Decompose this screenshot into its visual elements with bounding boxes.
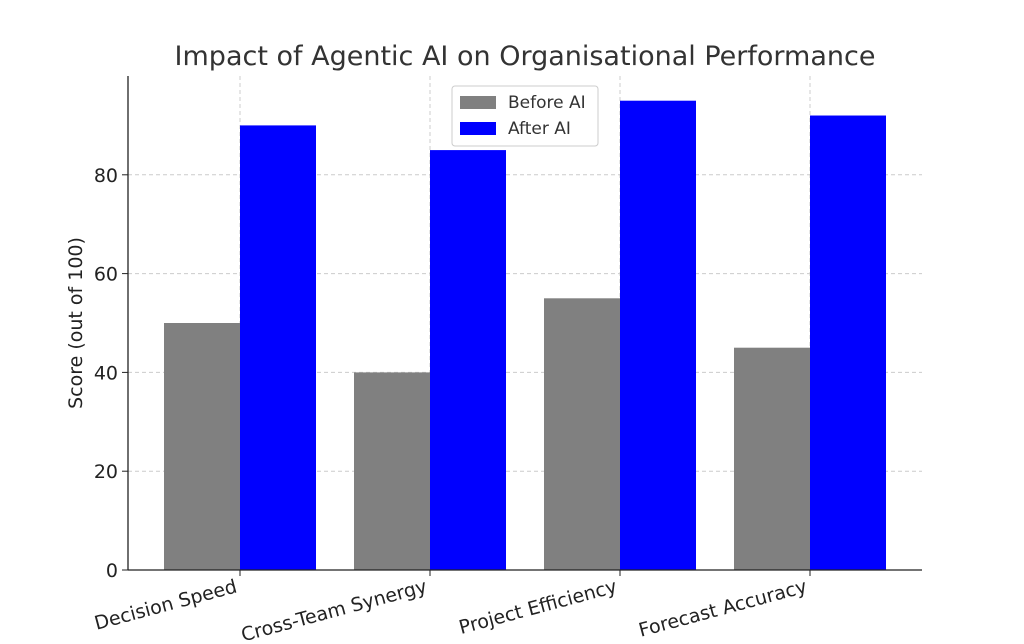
bar-before-ai-0 [164,323,240,570]
y-tick-label: 0 [106,560,118,582]
y-tick-label: 20 [94,461,118,483]
legend-swatch [460,122,496,135]
x-tick-label: Project Efficiency [457,576,620,639]
y-tick-label: 60 [94,264,118,286]
x-tick-label: Decision Speed [92,576,239,635]
bar-before-ai-2 [544,298,620,570]
y-axis-label: Score (out of 100) [65,237,87,409]
axes [127,76,922,571]
x-tick-label: Forecast Accuracy [636,576,809,640]
bar-after-ai-2 [620,100,696,570]
y-tick-label: 80 [94,165,118,187]
bars [164,100,886,571]
legend-swatch [460,96,496,109]
legend-label: Before AI [508,93,586,113]
chart-title: Impact of Agentic AI on Organisational P… [175,41,876,72]
legend: Before AI After AI [451,85,599,147]
bar-before-ai-3 [734,347,810,570]
legend-label: After AI [508,119,571,139]
bar-after-ai-0 [240,125,316,571]
x-tick-label: Cross-Team Synergy [239,576,429,640]
y-tick-label: 40 [94,362,118,384]
bar-after-ai-3 [810,115,886,571]
bar-before-ai-1 [354,372,430,570]
bar-after-ai-1 [430,150,506,570]
